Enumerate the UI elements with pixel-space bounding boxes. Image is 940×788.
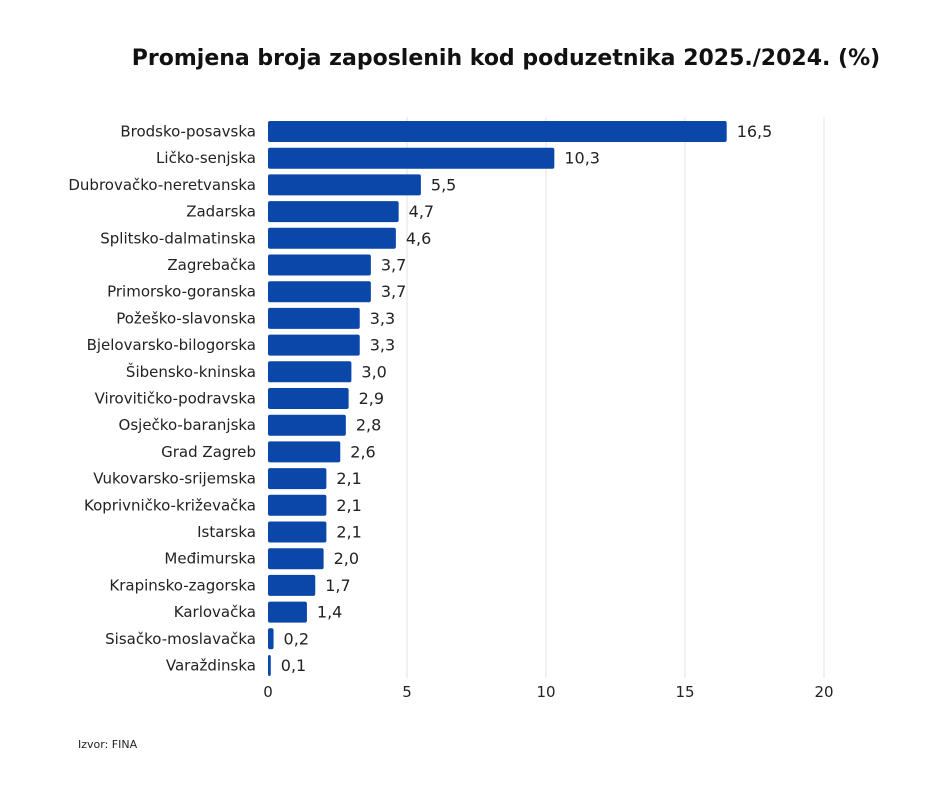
bar: [268, 201, 399, 223]
bar: [268, 174, 421, 196]
bar: [268, 388, 349, 409]
bar: [268, 334, 360, 356]
value-label: 3,3: [370, 336, 395, 355]
category-label: Zagrebačka: [167, 256, 256, 274]
x-tick-label: 10: [536, 683, 555, 701]
bars: [268, 121, 727, 676]
x-tick-label: 15: [675, 683, 694, 701]
value-label: 4,6: [406, 229, 431, 248]
value-label: 2,9: [359, 389, 384, 408]
category-label: Karlovačka: [174, 603, 256, 621]
bar: [268, 414, 346, 436]
value-label: 4,7: [409, 202, 434, 221]
category-label: Požeško-slavonska: [116, 309, 256, 327]
grid-lines: [406, 117, 825, 678]
value-label: 2,1: [336, 523, 361, 542]
bar: [268, 121, 727, 142]
value-label: 3,3: [370, 309, 395, 328]
x-tick-label: 5: [402, 683, 412, 701]
value-label: 2,1: [336, 496, 361, 515]
bar: [268, 227, 396, 249]
value-labels: 16,510,35,54,74,63,73,73,33,33,02,92,82,…: [281, 122, 773, 675]
value-label: 2,1: [336, 469, 361, 488]
category-label: Splitsko-dalmatinska: [100, 229, 256, 247]
value-label: 2,6: [350, 442, 375, 461]
value-label: 1,7: [325, 576, 350, 595]
category-labels: Brodsko-posavska Ličko-senjska Dubrovačko-…: [68, 123, 256, 675]
category-label: Primorsko-goranska: [107, 283, 256, 301]
category-label: Koprivničko-križevačka: [84, 496, 256, 514]
bar: [268, 254, 371, 276]
category-label: Bjelovarsko-bilogorska: [87, 336, 256, 354]
bar: [268, 574, 316, 596]
value-label: 0,2: [284, 629, 309, 648]
category-label: Varaždinska: [166, 657, 256, 675]
bar: [268, 628, 274, 650]
category-label: Ličko-senjska: [156, 149, 256, 167]
source-note: Izvor: FINA: [78, 738, 138, 751]
category-label: Virovitičko-podravska: [95, 390, 256, 408]
bar: [268, 361, 352, 383]
category-label: Sisačko-moslavačka: [105, 630, 256, 648]
value-label: 3,7: [381, 256, 406, 275]
category-label: Istarska: [197, 523, 256, 541]
category-label: Brodsko-posavska: [120, 123, 256, 141]
bar: [268, 468, 327, 490]
bar: [268, 281, 371, 303]
category-label: Dubrovačko-neretvanska: [68, 176, 256, 194]
category-label: Šibensko-kninska: [126, 362, 256, 381]
x-tick-label: 20: [814, 683, 833, 701]
x-tick-label: 0: [263, 683, 273, 701]
category-label: Međimurska: [164, 550, 256, 568]
value-label: 5,5: [431, 175, 456, 194]
bar: [268, 548, 324, 570]
value-label: 10,3: [564, 149, 600, 168]
bar: [268, 655, 271, 676]
value-label: 0,1: [281, 656, 306, 675]
chart-title: Promjena broja zaposlenih kod poduzetnik…: [131, 46, 881, 71]
category-label: Krapinsko-zagorska: [109, 576, 256, 594]
value-label: 2,0: [334, 549, 359, 568]
value-label: 1,4: [317, 603, 342, 622]
bar: [268, 147, 555, 169]
category-label: Vukovarsko-srijemska: [93, 470, 256, 488]
bar: [268, 307, 360, 329]
bar: [268, 521, 327, 543]
value-label: 3,0: [361, 362, 386, 381]
category-label: Grad Zagreb: [161, 443, 256, 461]
category-label: Zadarska: [186, 203, 256, 221]
bar: [268, 494, 327, 516]
x-axis-ticks: 0 5 10 15 20: [263, 683, 833, 701]
bar: [268, 441, 341, 463]
category-label: Osječko-baranjska: [119, 416, 256, 434]
bar: [268, 601, 307, 623]
value-label: 3,7: [381, 282, 406, 301]
value-label: 16,5: [737, 122, 773, 141]
value-label: 2,8: [356, 416, 381, 435]
